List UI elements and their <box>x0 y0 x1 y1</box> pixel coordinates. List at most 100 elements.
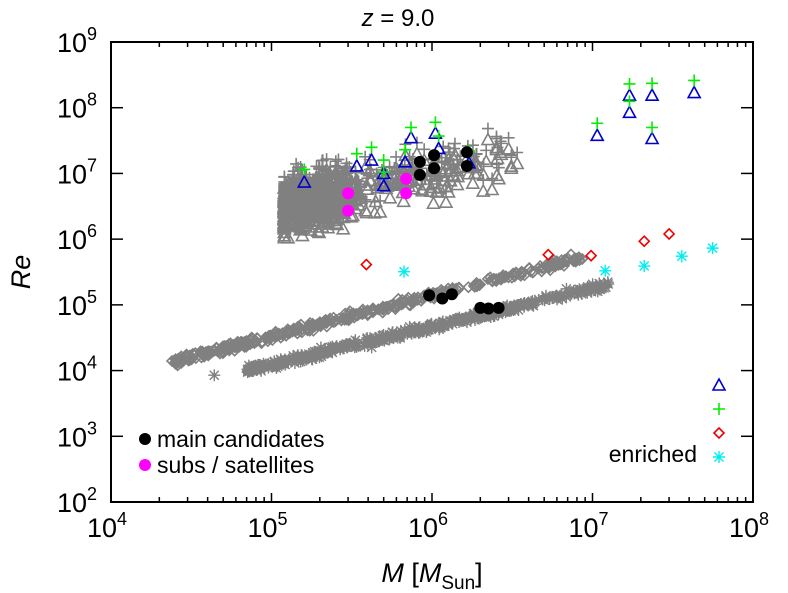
enriched-plus-point <box>623 95 636 108</box>
bg-diamond-point <box>309 319 323 332</box>
bg-plus-point <box>481 122 494 135</box>
bg-diamond-point <box>492 272 506 285</box>
bg-triangle-point <box>359 204 375 219</box>
bg-star-point <box>499 306 512 319</box>
main-candidates-point <box>445 288 458 301</box>
bg-triangle-point <box>276 228 292 242</box>
bg-triangle-point <box>426 195 441 210</box>
bg-star-point <box>320 346 333 359</box>
subs-satellites-point <box>400 187 413 200</box>
legend-label-main-candidates: main candidates <box>157 426 325 452</box>
bg-diamond-point <box>291 321 304 334</box>
main-candidates-point <box>482 302 495 315</box>
bg-diamond-point <box>255 335 269 348</box>
legend-marker-plus <box>713 403 725 415</box>
bg-triangle-point <box>438 194 454 208</box>
legend-marker-diamond <box>712 426 726 440</box>
bg-star-point <box>363 334 376 347</box>
x-tick-label: 105 <box>247 509 287 543</box>
bg-plus-point <box>448 137 461 150</box>
bg-diamond-point <box>515 267 528 280</box>
bg-star-point <box>243 365 256 378</box>
bg-diamond-point <box>266 333 279 347</box>
bg-diamond-point <box>303 316 317 330</box>
bg-star-point <box>270 357 283 370</box>
bg-triangle-point <box>320 195 336 209</box>
bg-diamond-point <box>202 346 216 359</box>
bg-plus-point <box>279 192 292 205</box>
bg-star-point <box>394 331 407 344</box>
bg-triangle-point <box>475 183 491 197</box>
bg-star-point <box>424 322 437 335</box>
bg-star-point <box>560 290 573 303</box>
bg-star-point <box>302 348 315 361</box>
bg-plus-point <box>502 131 515 144</box>
bg-diamond-point <box>561 252 575 265</box>
bg-star-point <box>471 311 484 324</box>
enriched-stars-point <box>706 242 719 255</box>
bg-diamond-point <box>240 340 253 353</box>
bg-plus-point <box>290 157 303 170</box>
enriched-triangles-point <box>686 84 702 99</box>
bg-triangle-point <box>378 180 394 195</box>
bg-star-point <box>429 320 442 333</box>
bg-plus-point <box>346 175 359 188</box>
bg-triangle-point <box>368 193 384 208</box>
bg-plus-point <box>390 150 403 163</box>
bg-diamond-point <box>473 278 486 291</box>
bg-star-point <box>553 290 566 303</box>
subs-satellites-point <box>342 204 355 217</box>
bg-star-point <box>546 292 559 305</box>
y-tick-label: 104 <box>57 353 97 387</box>
bg-plus-point <box>337 165 350 178</box>
bg-diamond-point <box>497 269 510 282</box>
bg-triangle-point <box>388 176 404 191</box>
x-axis-label-close: ] <box>475 558 483 588</box>
bg-plus-point <box>388 161 401 174</box>
x-tick-label: 104 <box>87 509 127 543</box>
bg-star-point <box>401 327 414 340</box>
bg-star-point <box>379 331 392 344</box>
bg-triangle-point <box>465 175 481 189</box>
x-tick-label: 108 <box>729 509 769 543</box>
bg-triangle-point <box>288 167 304 181</box>
x-tick-labels: 104 105 106 107 108 <box>87 509 769 543</box>
enriched-plus-point <box>377 166 390 179</box>
bg-triangle-point <box>281 203 296 218</box>
enriched-diamonds-point <box>542 248 555 261</box>
bg-star-point <box>333 340 346 353</box>
bg-triangle-point <box>501 141 516 155</box>
legend-left: main candidates subs / satellites <box>139 426 325 478</box>
bg-triangle-point <box>367 205 383 219</box>
bg-diamond-point <box>246 333 259 346</box>
bg-diamond-point <box>332 312 346 325</box>
bg-star-point <box>526 298 539 311</box>
bg-triangle-point <box>476 167 492 181</box>
bg-star-point <box>358 339 371 352</box>
bg-plus-point <box>435 155 448 168</box>
bg-diamond-point <box>313 316 327 329</box>
bg-triangle-point <box>396 193 411 208</box>
ticks-layer <box>111 42 753 502</box>
bg-plus-point <box>490 132 503 145</box>
legend-label-enriched: enriched <box>609 441 697 467</box>
legend-right: enriched <box>609 377 727 467</box>
bg-diamond-point <box>576 252 589 266</box>
bg-triangle-point <box>292 219 308 233</box>
bg-diamond-point <box>534 259 547 273</box>
bg-diamond-point <box>395 298 408 311</box>
bg-triangle-point <box>414 181 430 196</box>
bg-star-point <box>387 330 400 343</box>
bg-triangle-point <box>303 222 319 236</box>
y-tick-label: 103 <box>57 418 97 452</box>
enriched-triangles-point <box>296 174 312 188</box>
bg-star-point <box>293 351 306 364</box>
bg-triangle-point <box>372 204 388 218</box>
bg-diamond-point <box>306 317 319 330</box>
bg-diamond-point <box>508 270 521 283</box>
subs-satellites-point <box>342 187 355 200</box>
bg-triangle-point <box>357 160 373 174</box>
bg-diamond-point <box>199 348 213 361</box>
bg-triangle-point <box>484 181 500 196</box>
